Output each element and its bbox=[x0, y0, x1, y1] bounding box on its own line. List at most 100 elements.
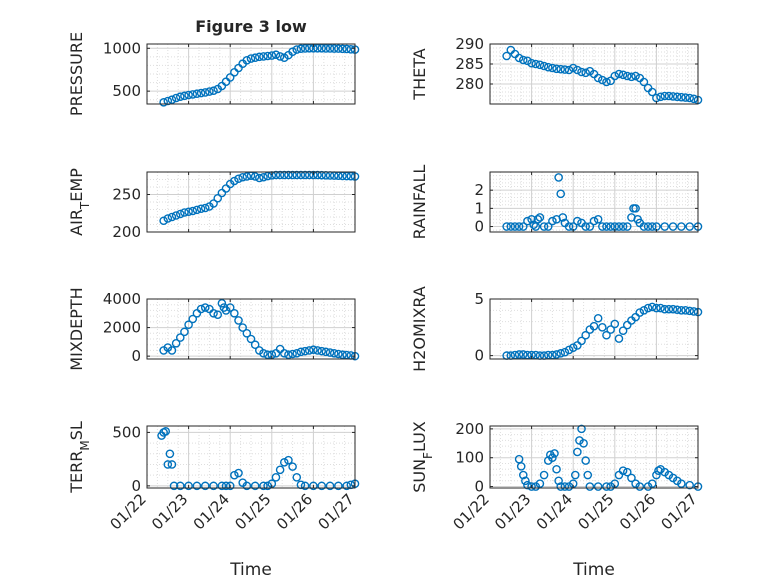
data-point bbox=[539, 470, 549, 480]
axes-frame bbox=[489, 43, 699, 105]
data-point bbox=[622, 222, 632, 231]
data-point bbox=[163, 96, 173, 106]
data-point bbox=[635, 482, 645, 491]
data-point bbox=[598, 323, 607, 332]
data-point bbox=[263, 171, 272, 181]
x-tick-label: 01/25 bbox=[231, 490, 274, 533]
x-tick-label: 01/26 bbox=[616, 490, 659, 533]
data-point bbox=[668, 92, 678, 101]
subplot-p6: 0 5 H2OMIXRA bbox=[410, 286, 703, 372]
y-axis-label: MIXDEPTH bbox=[67, 287, 86, 370]
data-point bbox=[275, 465, 285, 475]
data-point bbox=[585, 482, 595, 491]
data-point bbox=[300, 481, 310, 491]
data-point bbox=[652, 303, 661, 313]
axes-frame bbox=[489, 298, 699, 360]
data-point bbox=[552, 464, 561, 474]
x-tick-label: 01/24 bbox=[190, 490, 233, 533]
x-axis-label: Time bbox=[572, 560, 615, 580]
data-point bbox=[627, 72, 636, 82]
y-tick-label: 0 bbox=[131, 347, 141, 365]
data-point bbox=[518, 222, 528, 231]
data-point bbox=[234, 468, 243, 478]
data-point bbox=[681, 306, 690, 315]
data-point bbox=[602, 222, 611, 231]
data-point bbox=[548, 216, 557, 226]
data-point bbox=[321, 347, 331, 357]
grid bbox=[146, 171, 356, 233]
data-point bbox=[238, 323, 247, 332]
data-point bbox=[518, 470, 528, 480]
data-point bbox=[180, 327, 189, 337]
data-point bbox=[271, 170, 281, 180]
y-tick-label: 0 bbox=[474, 478, 484, 496]
data-point bbox=[677, 92, 686, 102]
data-point bbox=[255, 52, 264, 62]
axes-frame bbox=[146, 43, 356, 105]
y-tick-label: 5 bbox=[474, 290, 484, 308]
data-point bbox=[200, 203, 210, 213]
data-point bbox=[502, 51, 511, 61]
data-point bbox=[342, 481, 351, 491]
series-markers bbox=[157, 427, 360, 491]
data-point bbox=[631, 204, 640, 213]
data-point bbox=[656, 92, 665, 102]
data-point bbox=[259, 52, 268, 61]
x-tick-label: 01/24 bbox=[533, 490, 576, 533]
data-point bbox=[184, 90, 193, 100]
data-point bbox=[652, 470, 661, 480]
data-point bbox=[196, 88, 206, 98]
data-point bbox=[225, 73, 235, 82]
data-point bbox=[292, 348, 302, 358]
data-point bbox=[225, 481, 235, 491]
data-point bbox=[622, 467, 632, 477]
data-point bbox=[163, 460, 173, 469]
data-point bbox=[598, 222, 607, 231]
data-point bbox=[552, 350, 561, 359]
data-point bbox=[514, 53, 524, 63]
data-point bbox=[288, 349, 297, 359]
data-point bbox=[556, 64, 566, 74]
data-point bbox=[602, 330, 611, 340]
data-point bbox=[171, 211, 181, 220]
data-point bbox=[188, 206, 198, 216]
data-point bbox=[660, 304, 670, 314]
data-point bbox=[618, 466, 628, 475]
data-point bbox=[192, 481, 202, 491]
data-point bbox=[304, 170, 314, 180]
data-point bbox=[685, 306, 694, 316]
data-point bbox=[529, 220, 538, 230]
data-point bbox=[618, 326, 628, 335]
data-point bbox=[317, 346, 327, 356]
data-point bbox=[593, 482, 603, 491]
data-point bbox=[610, 71, 620, 81]
data-point bbox=[548, 63, 557, 73]
data-point bbox=[589, 321, 599, 331]
data-point bbox=[518, 55, 528, 65]
data-point bbox=[188, 90, 198, 99]
data-point bbox=[585, 222, 595, 231]
data-point bbox=[535, 60, 545, 70]
data-point bbox=[309, 481, 318, 491]
data-point bbox=[660, 222, 670, 231]
data-point bbox=[184, 481, 193, 491]
data-point bbox=[275, 52, 285, 61]
data-point bbox=[313, 43, 322, 53]
chart-title: Figure 3 low bbox=[195, 17, 307, 36]
axes-frame bbox=[489, 171, 699, 233]
subplot-p5: 0 2000 4000 MIXDEPTH bbox=[67, 287, 360, 371]
series-markers bbox=[159, 170, 360, 226]
y-tick-label: 0 bbox=[474, 218, 484, 236]
data-point bbox=[309, 170, 318, 180]
y-tick-label: 1 bbox=[474, 199, 484, 217]
data-point bbox=[167, 460, 177, 469]
data-point bbox=[279, 170, 289, 180]
y-axis-label: H2OMIXRA bbox=[410, 286, 429, 372]
data-point bbox=[271, 50, 281, 60]
data-point bbox=[200, 88, 210, 97]
data-point bbox=[317, 43, 327, 53]
data-point bbox=[296, 44, 306, 54]
